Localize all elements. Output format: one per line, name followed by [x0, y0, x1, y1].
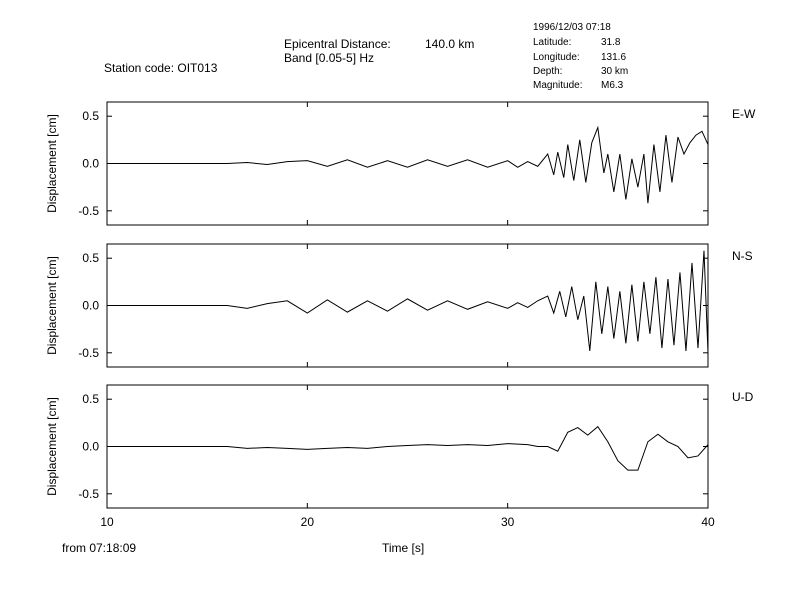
start-time-label: from 07:18:09 — [62, 541, 137, 555]
y-tick-label: -0.5 — [78, 204, 99, 218]
y-axis-label: Displacement [cm] — [45, 114, 59, 213]
y-tick-label: -0.5 — [78, 487, 99, 501]
x-tick-label: 10 — [100, 515, 114, 529]
latitude-value: 31.8 — [601, 37, 621, 48]
waveform-u-d — [107, 425, 709, 471]
band-label: Band [0.05-5] Hz — [284, 51, 375, 65]
epicentral-distance-value: 140.0 km — [425, 37, 475, 51]
magnitude-label: Magnitude: — [533, 80, 583, 91]
y-axis-label: Displacement [cm] — [45, 256, 59, 355]
magnitude-value: M6.3 — [601, 80, 624, 91]
component-label: N-S — [732, 249, 753, 263]
y-tick-label: 0.5 — [82, 109, 99, 123]
latitude-label: Latitude: — [533, 37, 572, 48]
y-tick-label: 0.0 — [82, 299, 99, 313]
depth-value: 30 km — [601, 66, 629, 77]
x-tick-label: 40 — [701, 515, 715, 529]
event-datetime: 1996/12/03 07:18 — [533, 22, 611, 33]
x-tick-label: 20 — [301, 515, 315, 529]
waveform-n-s — [107, 250, 709, 353]
epicentral-distance-label: Epicentral Distance: — [284, 37, 391, 51]
x-axis-label: Time [s] — [382, 541, 425, 555]
waveform-e-w — [107, 125, 709, 204]
y-tick-label: 0.5 — [82, 392, 99, 406]
y-tick-label: 0.0 — [82, 157, 99, 171]
component-label: E-W — [732, 107, 756, 121]
depth-label: Depth: — [533, 66, 563, 77]
component-label: U-D — [732, 390, 754, 404]
station-code: Station code: OIT013 — [104, 61, 218, 75]
longitude-value: 131.6 — [601, 52, 627, 63]
y-axis-label: Displacement [cm] — [45, 397, 59, 496]
y-tick-label: 0.0 — [82, 440, 99, 454]
longitude-label: Longitude: — [533, 52, 580, 63]
y-tick-label: 0.5 — [82, 251, 99, 265]
y-tick-label: -0.5 — [78, 346, 99, 360]
x-tick-label: 30 — [501, 515, 515, 529]
